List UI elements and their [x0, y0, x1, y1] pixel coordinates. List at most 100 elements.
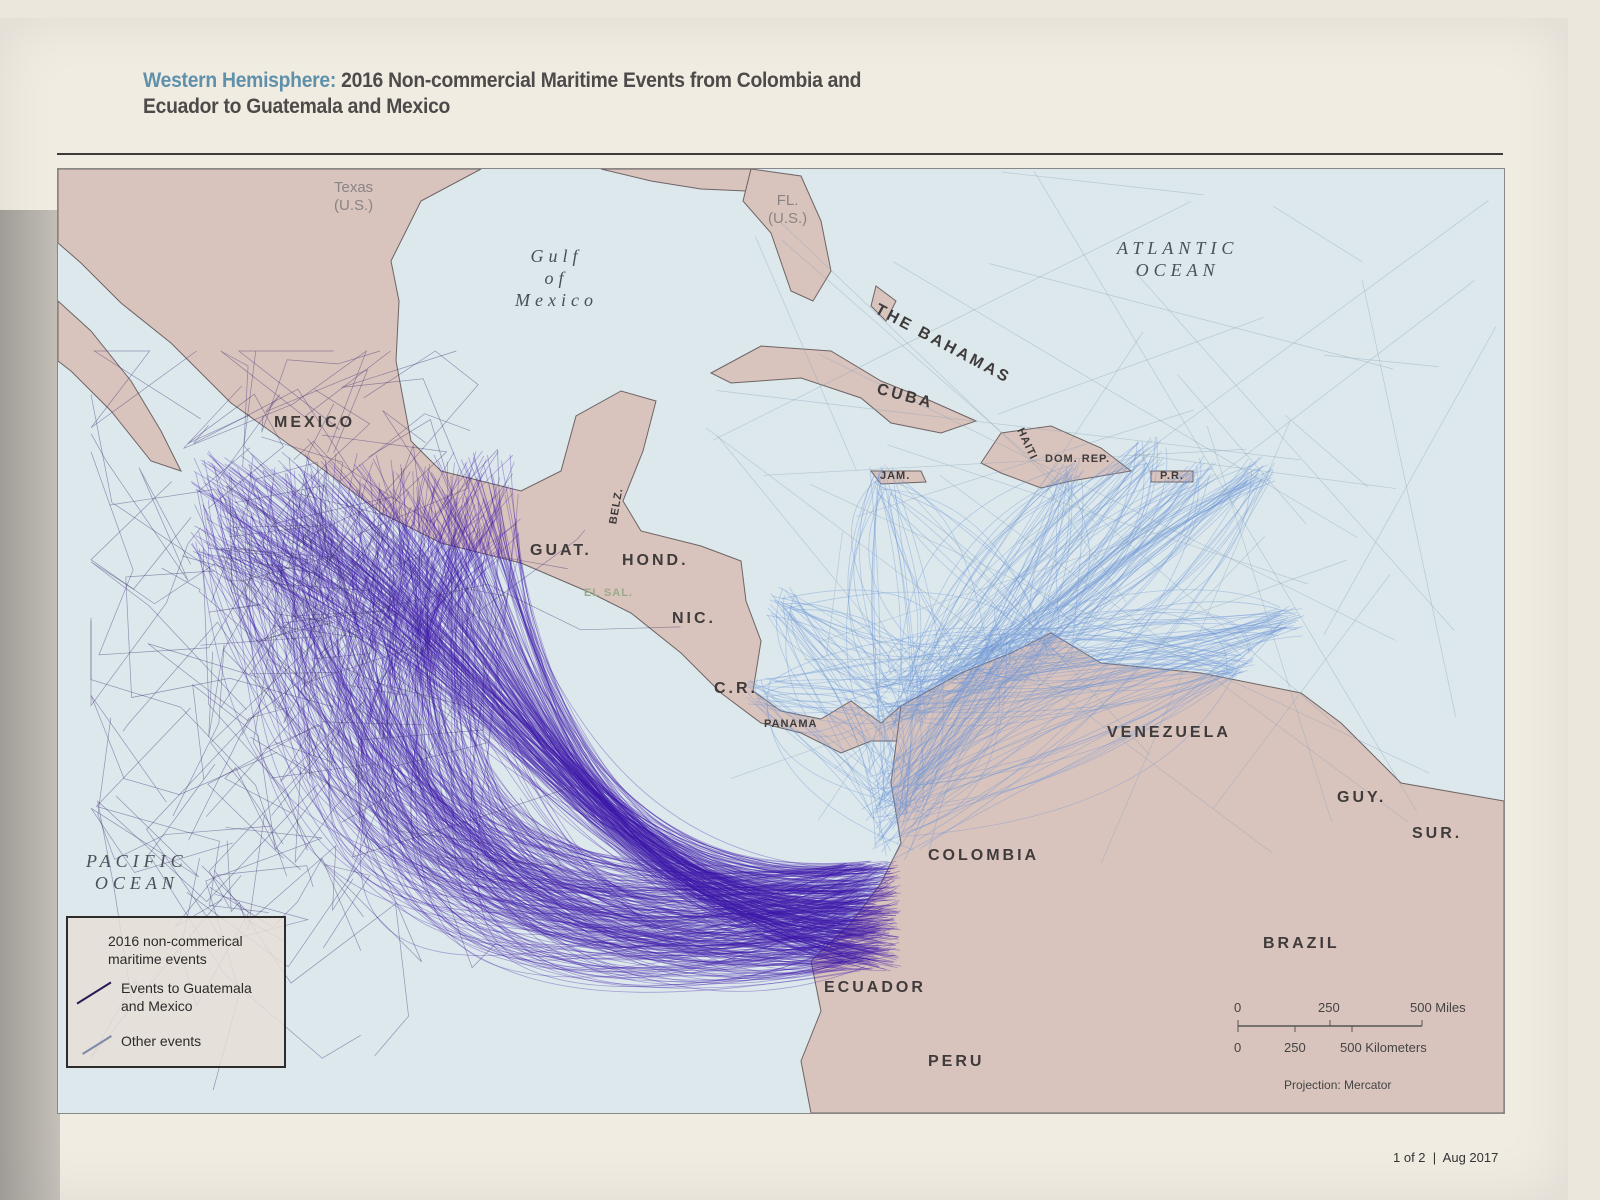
- target-event-track: [363, 484, 877, 960]
- other-event-track: [1028, 453, 1141, 647]
- target-event-track: [282, 477, 872, 922]
- other-event-track: [780, 222, 1095, 523]
- other-event-track: [875, 631, 1279, 731]
- target-event-track: [514, 522, 869, 953]
- target-event-track: [209, 857, 362, 951]
- target-event-track: [241, 600, 349, 736]
- other-event-track: [1072, 473, 1213, 647]
- other-event-track: [953, 626, 1288, 684]
- target-event-track: [382, 555, 890, 937]
- target-event-track: [250, 736, 573, 858]
- other-event-track: [878, 475, 1191, 841]
- other-event-track: [887, 647, 995, 715]
- target-event-track: [270, 762, 377, 864]
- target-event-track: [197, 447, 313, 561]
- target-event-track: [337, 491, 894, 940]
- target-event-track: [472, 452, 885, 903]
- target-event-track: [306, 516, 879, 949]
- other-event-track: [748, 686, 877, 694]
- other-event-track: [983, 477, 1273, 685]
- target-event-track: [280, 532, 864, 962]
- target-event-track: [276, 539, 844, 929]
- other-event-track: [874, 479, 1249, 849]
- target-event-track: [396, 544, 854, 939]
- target-event-track: [385, 557, 880, 973]
- target-event-track: [327, 463, 895, 898]
- target-event-track: [232, 467, 862, 906]
- other-event-track: [911, 640, 1007, 831]
- scale-miles-500: 500 Miles: [1410, 1000, 1466, 1015]
- other-event-track: [971, 627, 1007, 650]
- target-event-track: [339, 486, 843, 968]
- scale-km-0: 0: [1234, 1040, 1242, 1055]
- target-event-track: [323, 535, 886, 953]
- target-event-track: [492, 551, 874, 957]
- other-event-track: [748, 666, 1026, 709]
- target-event-track: [384, 529, 895, 958]
- other-event-track: [1075, 469, 1274, 639]
- other-event-track: [1060, 601, 1296, 630]
- other-event-track: [783, 595, 908, 820]
- target-event-track: [369, 500, 865, 939]
- target-event-track: [461, 505, 862, 868]
- target-event-track: [293, 440, 387, 642]
- other-event-track: [785, 593, 929, 818]
- target-event-track: [436, 518, 901, 913]
- target-event-track: [410, 452, 883, 954]
- target-event-track: [375, 507, 895, 956]
- target-event-track: [414, 468, 887, 903]
- target-event-track: [310, 471, 866, 992]
- other-event-track: [789, 605, 920, 711]
- target-event-track: [365, 455, 888, 882]
- target-event-track: [230, 548, 888, 895]
- target-event-track: [299, 467, 863, 986]
- other-event-track: [869, 613, 1281, 778]
- other-event-track: [884, 474, 922, 689]
- target-event-track: [193, 388, 362, 502]
- target-event-track: [283, 509, 386, 624]
- other-event-track: [993, 605, 1054, 644]
- target-event-track: [273, 559, 847, 959]
- scale-miles-250: 250: [1318, 1000, 1340, 1015]
- target-event-track: [280, 530, 858, 895]
- other-event-track: [780, 601, 1051, 658]
- target-event-track: [448, 462, 854, 924]
- target-event-track: [460, 551, 893, 899]
- texas-line1: Texas: [334, 179, 374, 196]
- target-event-track: [263, 470, 851, 886]
- target-event-track: [361, 587, 507, 741]
- cuba: [709, 345, 978, 434]
- jamaica: [869, 470, 927, 485]
- target-event-track: [220, 350, 391, 467]
- target-event-track: [237, 350, 340, 430]
- florida: [742, 168, 832, 302]
- other-event-track: [826, 531, 843, 657]
- legend-heading-line1: 2016 non-commerical: [108, 933, 243, 949]
- north-central-america: [57, 168, 907, 754]
- other-event-track: [913, 445, 1158, 691]
- target-event-track: [229, 477, 334, 642]
- target-event-track: [381, 508, 868, 938]
- target-event-track: [172, 644, 225, 817]
- target-event-track: [461, 541, 883, 936]
- other-event-track: [965, 458, 1154, 688]
- other-event-track: [904, 474, 1074, 709]
- other-event-track: [871, 481, 1247, 724]
- target-event-track: [464, 541, 867, 937]
- label-guatemala: GUAT.: [530, 542, 592, 559]
- target-event-track: [194, 504, 866, 948]
- other-event-track: [888, 491, 985, 692]
- other-event-track: [975, 617, 1026, 646]
- target-event-track: [361, 546, 846, 895]
- target-event-track: [389, 490, 845, 963]
- target-event-track: [377, 533, 863, 918]
- other-event-track: [716, 390, 1301, 461]
- target-event-track: [242, 516, 894, 933]
- target-event-track: [319, 460, 849, 960]
- target-event-track: [450, 475, 880, 949]
- other-event-track: [770, 593, 871, 776]
- other-event-track: [1022, 622, 1228, 671]
- other-event-track: [890, 462, 1147, 725]
- target-event-track: [489, 467, 846, 891]
- target-event-track: [349, 499, 895, 912]
